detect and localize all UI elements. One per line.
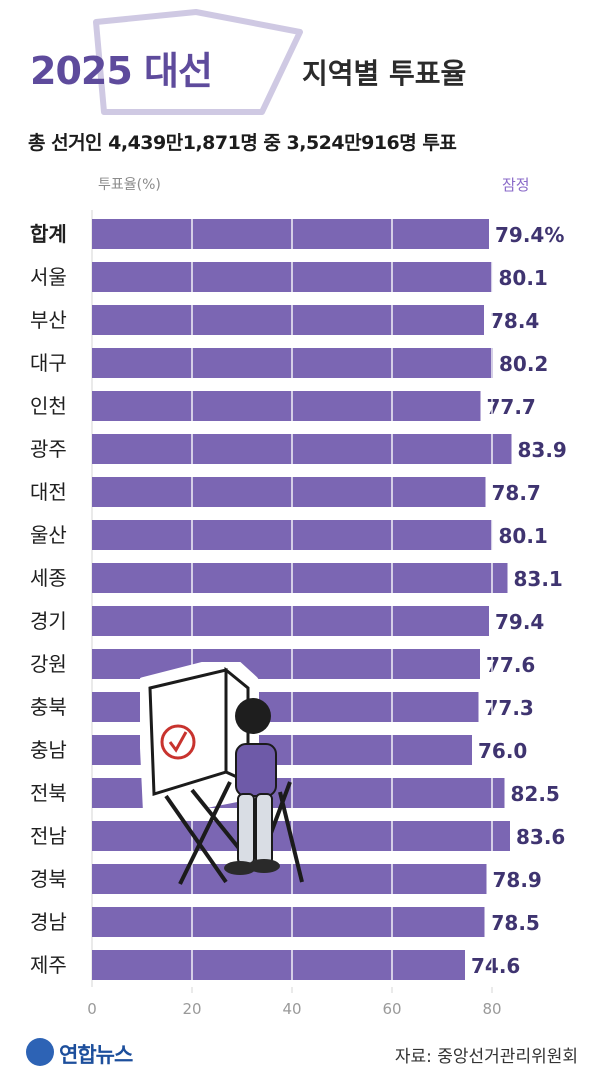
title-decoration [93,9,303,115]
category-label: 합계 [30,222,67,246]
bar-5 [92,391,481,421]
value-label: 74.6 [471,954,520,978]
category-label: 경북 [30,867,67,891]
bar-3 [92,305,484,335]
bar-9 [92,563,508,593]
value-label: 83.9 [518,438,567,462]
category-label: 제주 [30,953,67,977]
bar-15 [92,821,510,851]
value-label: 83.6 [516,825,565,849]
category-label: 울산 [30,523,67,547]
category-label: 전남 [30,824,67,848]
value-label: 78.7 [492,481,541,505]
summary-text: 총 선거인 4,439만1,871명 중 3,524만916명 투표 [28,132,457,154]
category-label: 충북 [30,695,67,719]
x-tick-label: 0 [87,1000,97,1018]
value-label: 82.5 [511,782,560,806]
yonhap-logo-icon [26,1038,54,1066]
bar-17 [92,907,485,937]
x-tick-label: 80 [482,1000,501,1018]
category-label: 대구 [30,351,67,375]
value-label: 78.5 [491,911,540,935]
bar-7 [92,477,486,507]
bar-10 [92,606,489,636]
axis-label: 투표율(%) [98,177,161,193]
category-label: 강원 [30,652,67,676]
category-label: 경기 [30,609,67,633]
page-subtitle-title: 지역별 투표율 [302,57,467,90]
bar-18 [92,950,465,980]
value-label: 78.4 [490,309,539,333]
bar-1 [92,219,489,249]
category-label: 인천 [30,394,67,418]
turnout-bar-chart: 합계 79.4% 서울 80.1 부산 78.4 대구 80.2 인천 77.7 광주 83.9 대전 7… [30,210,567,1018]
series-label: 잠정 [502,176,530,194]
value-label: 80.1 [499,524,548,548]
bar-16 [92,864,487,894]
value-label: 77.7 [487,395,536,419]
category-label: 광주 [30,437,67,461]
category-label: 세종 [30,566,67,590]
x-tick-label: 40 [282,1000,301,1018]
x-tick-label: 20 [182,1000,201,1018]
category-label: 경남 [30,910,67,934]
value-label: 78.9 [493,868,542,892]
category-label: 부산 [30,308,67,332]
value-label: 79.4% [495,223,564,247]
category-label: 대전 [30,480,67,504]
value-label: 80.1 [499,266,548,290]
value-label: 80.2 [499,352,548,376]
category-label: 서울 [30,265,67,289]
page-title: 2025 대선 [30,49,213,93]
source-note: 자료: 중앙선거관리위원회 [394,1047,578,1067]
value-label: 79.4 [495,610,544,634]
x-tick-label: 60 [382,1000,401,1018]
category-label: 충남 [30,738,67,762]
value-label: 76.0 [478,739,527,763]
logo-text: 연합뉴스 [59,1043,133,1067]
category-label: 전북 [30,781,67,805]
value-label: 83.1 [514,567,563,591]
value-label: 77.6 [486,653,535,677]
voting-booth-person-icon [140,662,304,885]
bar-6 [92,434,512,464]
